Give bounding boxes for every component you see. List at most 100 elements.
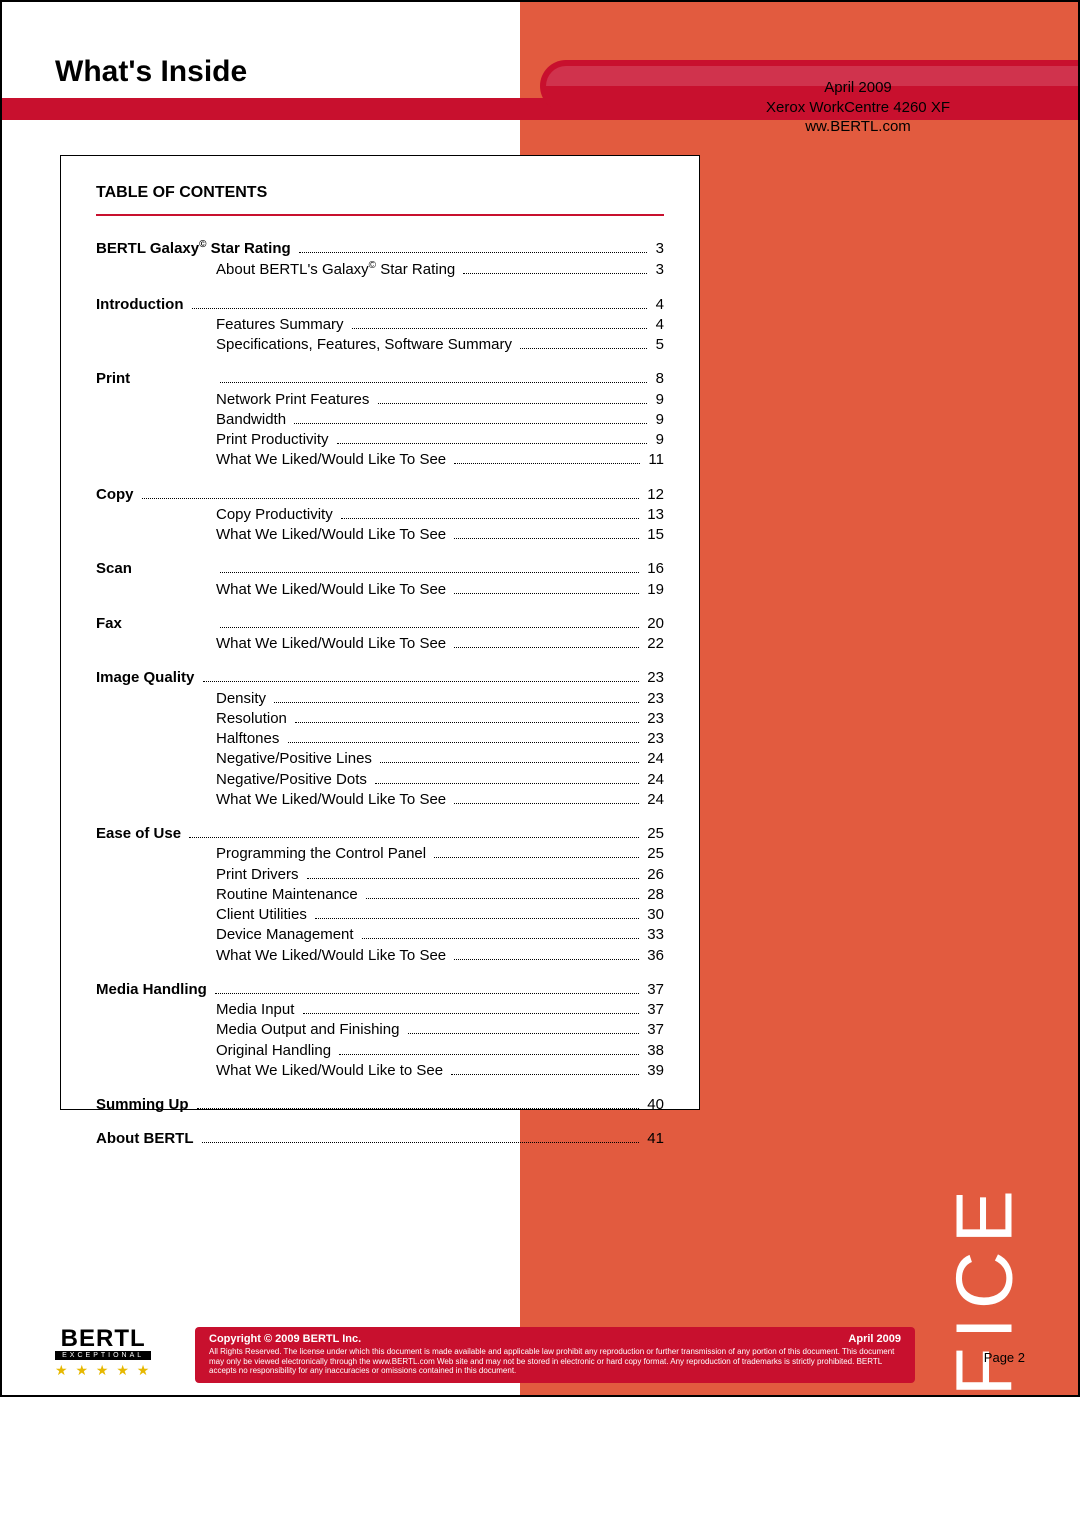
toc-leader-dots — [341, 518, 639, 519]
header-meta-product: Xerox WorkCentre 4260 XF — [766, 98, 950, 118]
toc-page-number: 26 — [643, 865, 664, 885]
toc-item-label: Density — [216, 689, 270, 709]
toc-section-title: Introduction — [96, 295, 188, 315]
toc-section-title-row: Ease of Use 25 — [96, 824, 664, 844]
toc-section-title-row: Media Handling 37 — [96, 980, 664, 1000]
toc-leader-dots — [339, 1054, 639, 1055]
toc-item-row: What We Liked/Would Like To See 24 — [96, 790, 664, 810]
toc-section-title-row: Image Quality 23 — [96, 668, 664, 688]
toc-page-number: 25 — [643, 824, 664, 844]
toc-page-number: 25 — [643, 844, 664, 864]
toc-page-number: 11 — [644, 450, 664, 470]
toc-page-number: 24 — [643, 749, 664, 769]
toc-section-title-row: Introduction 4 — [96, 295, 664, 315]
toc-section-title-row: About BERTL 41 — [96, 1129, 664, 1149]
toc-item-row: What We Liked/Would Like To See 19 — [96, 580, 664, 600]
page-number: Page 2 — [984, 1350, 1025, 1365]
toc-item-row: What We Liked/Would Like To See 36 — [96, 946, 664, 966]
toc-item-label: Print Productivity — [216, 430, 333, 450]
toc-leader-dots — [362, 938, 639, 939]
toc-item-row: What We Liked/Would Like To See 15 — [96, 525, 664, 545]
toc-item-label: Client Utilities — [216, 905, 311, 925]
toc-page-number: 41 — [643, 1129, 664, 1149]
header-meta-date: April 2009 — [766, 78, 950, 98]
toc-leader-dots — [142, 498, 639, 499]
toc-item-row: Media Output and Finishing 37 — [96, 1020, 664, 1040]
toc-page-number: 16 — [643, 559, 664, 579]
toc-item-label: What We Liked/Would Like To See — [216, 580, 450, 600]
toc-leader-dots — [295, 722, 639, 723]
toc-item-label: Features Summary — [216, 315, 348, 335]
toc-item-label: Negative/Positive Dots — [216, 770, 371, 790]
toc-section: Fax 20What We Liked/Would Like To See 22 — [96, 614, 664, 655]
toc-section-title: BERTL Galaxy© Star Rating — [96, 238, 295, 259]
toc-box: TABLE OF CONTENTS BERTL Galaxy© Star Rat… — [60, 155, 700, 1110]
footer-legal-box: Copyright © 2009 BERTL Inc. April 2009 A… — [195, 1327, 915, 1383]
toc-body: BERTL Galaxy© Star Rating 3About BERTL's… — [96, 238, 664, 1150]
toc-item-row: Device Management 33 — [96, 925, 664, 945]
toc-section-title: Fax — [96, 614, 216, 634]
toc-item-label: Routine Maintenance — [216, 885, 362, 905]
toc-item-label: Media Input — [216, 1000, 299, 1020]
toc-leader-dots — [454, 463, 640, 464]
toc-section-title-row: BERTL Galaxy© Star Rating 3 — [96, 238, 664, 259]
toc-page-number: 23 — [643, 729, 664, 749]
toc-page-number: 24 — [643, 790, 664, 810]
toc-item-label: Copy Productivity — [216, 505, 337, 525]
toc-section: Scan 16What We Liked/Would Like To See 1… — [96, 559, 664, 600]
toc-page-number: 33 — [643, 925, 664, 945]
toc-section-title: Scan — [96, 559, 216, 579]
toc-heading: TABLE OF CONTENTS — [96, 184, 664, 202]
page-title: What's Inside — [55, 55, 247, 89]
toc-item-label: Print Drivers — [216, 865, 303, 885]
footer-legal-text: All Rights Reserved. The license under w… — [209, 1347, 901, 1375]
toc-section: Copy 12Copy Productivity 13What We Liked… — [96, 485, 664, 546]
toc-page-number: 37 — [643, 1000, 664, 1020]
toc-leader-dots — [202, 1142, 639, 1143]
toc-item-label: Halftones — [216, 729, 284, 749]
toc-page-number: 39 — [643, 1061, 664, 1081]
toc-section: Ease of Use 25Programming the Control Pa… — [96, 824, 664, 966]
toc-leader-dots — [197, 1108, 639, 1109]
toc-page-number: 5 — [651, 335, 664, 355]
toc-item-row: Media Input 37 — [96, 1000, 664, 1020]
toc-leader-dots — [303, 1013, 640, 1014]
toc-item-row: What We Liked/Would Like to See 39 — [96, 1061, 664, 1081]
toc-section-title: Copy — [96, 485, 138, 505]
toc-item-label: Device Management — [216, 925, 358, 945]
toc-leader-dots — [454, 647, 639, 648]
toc-item-label: Resolution — [216, 709, 291, 729]
toc-leader-dots — [220, 627, 639, 628]
toc-leader-dots — [375, 783, 639, 784]
toc-item-row: Original Handling 38 — [96, 1041, 664, 1061]
toc-section: Summing Up 40 — [96, 1095, 664, 1115]
footer-date: April 2009 — [848, 1333, 901, 1345]
toc-item-row: Features Summary 4 — [96, 315, 664, 335]
toc-item-label: What We Liked/Would Like To See — [216, 946, 450, 966]
toc-item-row: Print Productivity 9 — [96, 430, 664, 450]
toc-section-title: Image Quality — [96, 668, 199, 688]
toc-section-title-row: Copy 12 — [96, 485, 664, 505]
toc-divider — [96, 214, 664, 216]
toc-leader-dots — [288, 742, 640, 743]
toc-item-label: What We Liked/Would Like To See — [216, 450, 450, 470]
toc-leader-dots — [337, 443, 648, 444]
toc-leader-dots — [463, 273, 647, 274]
header-meta-url: ww.BERTL.com — [766, 117, 950, 137]
toc-item-row: Routine Maintenance 28 — [96, 885, 664, 905]
logo-stars: ★ ★ ★ ★ ★ — [55, 1362, 151, 1379]
toc-leader-dots — [220, 572, 639, 573]
toc-item-label: Programming the Control Panel — [216, 844, 430, 864]
toc-item-row: About BERTL's Galaxy© Star Rating 3 — [96, 259, 664, 280]
toc-section: Introduction 4Features Summary 4Specific… — [96, 295, 664, 356]
toc-leader-dots — [189, 837, 639, 838]
toc-leader-dots — [454, 803, 639, 804]
toc-leader-dots — [220, 382, 647, 383]
footer-copyright: Copyright © 2009 BERTL Inc. — [209, 1333, 361, 1345]
footer: BERTL EXCEPTIONAL ★ ★ ★ ★ ★ Copyright © … — [0, 1307, 1080, 1397]
toc-page-number: 23 — [643, 668, 664, 688]
toc-leader-dots — [520, 348, 647, 349]
toc-section: Media Handling 37Media Input 37Media Out… — [96, 980, 664, 1081]
toc-leader-dots — [434, 857, 639, 858]
toc-leader-dots — [307, 878, 639, 879]
